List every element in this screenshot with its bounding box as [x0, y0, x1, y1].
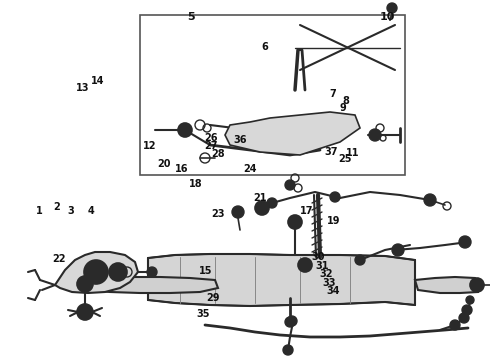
- Circle shape: [77, 304, 93, 320]
- Text: 12: 12: [143, 141, 156, 151]
- Circle shape: [288, 215, 302, 229]
- Circle shape: [77, 276, 93, 292]
- Circle shape: [90, 266, 102, 278]
- Text: 1: 1: [36, 206, 43, 216]
- Text: 35: 35: [196, 309, 210, 319]
- Text: 13: 13: [75, 83, 89, 93]
- Polygon shape: [82, 277, 218, 293]
- Text: 8: 8: [342, 96, 349, 106]
- Polygon shape: [225, 112, 360, 155]
- Text: 17: 17: [299, 206, 313, 216]
- Circle shape: [84, 260, 108, 284]
- Text: 36: 36: [233, 135, 247, 145]
- Circle shape: [450, 320, 460, 330]
- Text: 15: 15: [199, 266, 213, 276]
- Circle shape: [267, 198, 277, 208]
- Text: 11: 11: [346, 148, 360, 158]
- Text: 2: 2: [53, 202, 60, 212]
- Text: 34: 34: [326, 286, 340, 296]
- Circle shape: [285, 180, 295, 190]
- Circle shape: [462, 305, 472, 315]
- Bar: [140, 15, 405, 175]
- Circle shape: [298, 258, 312, 272]
- Polygon shape: [55, 252, 138, 293]
- Circle shape: [232, 206, 244, 218]
- Text: 6: 6: [261, 42, 268, 52]
- Text: 37: 37: [324, 147, 338, 157]
- Text: 31: 31: [316, 261, 329, 271]
- Circle shape: [283, 345, 293, 355]
- Text: 3: 3: [68, 206, 74, 216]
- Polygon shape: [148, 254, 415, 306]
- Text: 20: 20: [157, 159, 171, 169]
- Text: 27: 27: [204, 141, 218, 151]
- Text: 25: 25: [339, 154, 352, 164]
- Circle shape: [470, 278, 484, 292]
- Text: 29: 29: [206, 293, 220, 303]
- Text: 10: 10: [379, 12, 395, 22]
- Text: 21: 21: [253, 193, 267, 203]
- Circle shape: [285, 317, 295, 327]
- Circle shape: [109, 263, 127, 281]
- Circle shape: [424, 194, 436, 206]
- Text: 14: 14: [91, 76, 105, 86]
- Circle shape: [330, 192, 340, 202]
- Text: 18: 18: [189, 179, 203, 189]
- Text: 24: 24: [243, 164, 257, 174]
- Text: 9: 9: [340, 103, 346, 113]
- Circle shape: [287, 316, 297, 326]
- Circle shape: [459, 236, 471, 248]
- Circle shape: [355, 255, 365, 265]
- Text: 28: 28: [211, 149, 225, 159]
- Text: 33: 33: [322, 278, 336, 288]
- Text: 26: 26: [204, 132, 218, 143]
- Circle shape: [178, 123, 192, 137]
- Text: 5: 5: [187, 12, 195, 22]
- Text: 7: 7: [330, 89, 337, 99]
- Text: 22: 22: [52, 254, 66, 264]
- Text: 23: 23: [211, 209, 225, 219]
- Text: 16: 16: [174, 164, 188, 174]
- Text: 19: 19: [326, 216, 340, 226]
- Circle shape: [387, 3, 397, 13]
- Polygon shape: [415, 277, 480, 293]
- Circle shape: [255, 201, 269, 215]
- Circle shape: [369, 129, 381, 141]
- Text: 32: 32: [319, 269, 333, 279]
- Circle shape: [147, 267, 157, 277]
- Circle shape: [466, 296, 474, 304]
- Text: 4: 4: [87, 206, 94, 216]
- Circle shape: [392, 244, 404, 256]
- Circle shape: [459, 313, 469, 323]
- Text: 30: 30: [312, 252, 325, 262]
